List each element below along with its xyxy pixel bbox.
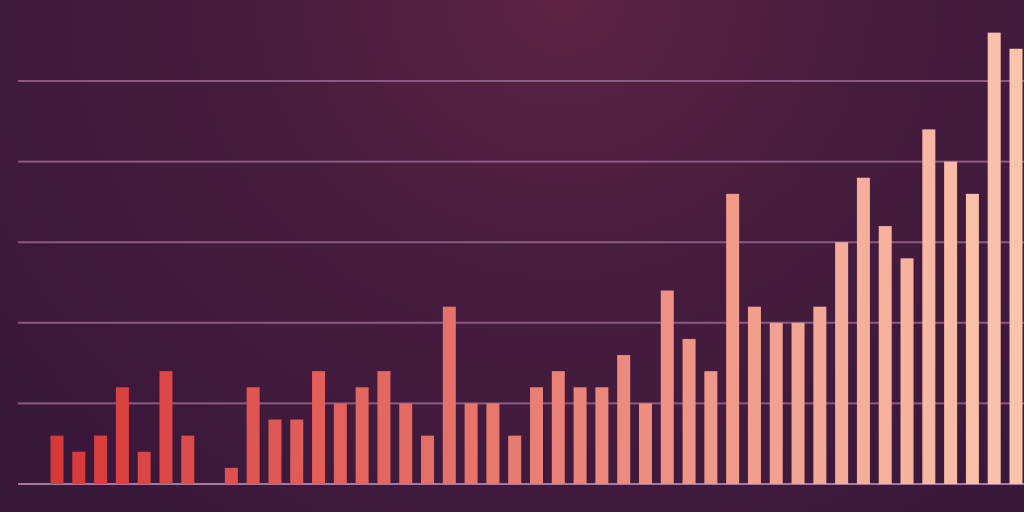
bar [399,403,413,484]
bar [442,306,456,484]
bar [137,451,151,484]
bar [856,177,870,484]
bar [922,129,936,485]
bar [486,403,500,484]
bar [900,258,914,484]
bar [987,32,1001,484]
bar [791,322,805,484]
bar [94,435,108,484]
bar [333,403,347,484]
bar [944,161,958,484]
bar [551,371,565,484]
bar [181,435,195,484]
bar [878,226,892,484]
bar [224,467,238,484]
bar [747,306,761,484]
bar [617,355,631,484]
bar [268,419,282,484]
bar [595,387,609,484]
bar [377,371,391,484]
bar [704,371,718,484]
bar [464,403,478,484]
bar [508,435,522,484]
bar [530,387,543,484]
bar [769,322,783,484]
bar [290,419,304,484]
bar [726,193,740,484]
bar [72,451,86,484]
bar [355,387,369,484]
bar [50,435,64,484]
bar [835,242,849,484]
bar [115,387,129,484]
bar [660,290,674,484]
bar [682,338,696,484]
bar [1009,48,1023,484]
bar [421,435,435,484]
bar [638,403,652,484]
bar [246,387,260,484]
bar [813,306,827,484]
bar [312,371,326,484]
bar [159,371,173,484]
bar [573,387,587,484]
bar [965,193,979,484]
